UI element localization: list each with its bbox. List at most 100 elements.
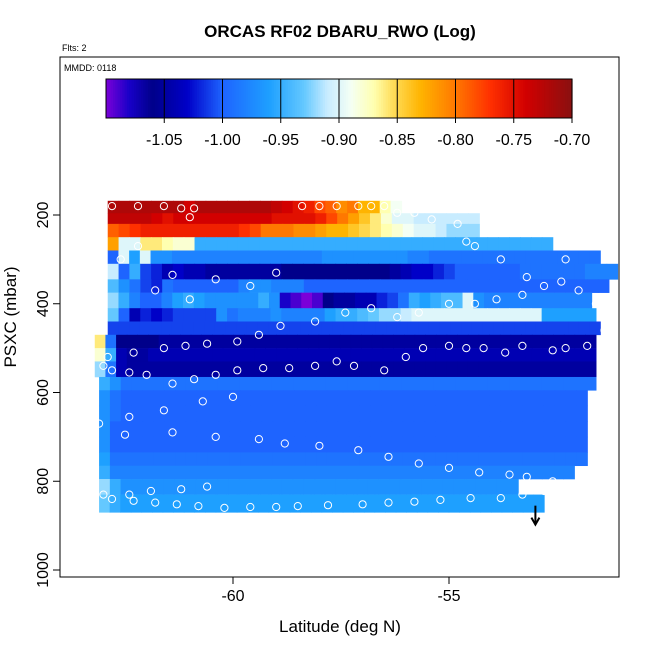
heatmap-cell — [229, 421, 241, 438]
heatmap-cell — [171, 250, 184, 265]
heatmap-cell — [238, 479, 251, 495]
heatmap-cell — [343, 321, 355, 336]
heatmap-cell — [467, 421, 480, 438]
heatmap-cell — [151, 279, 163, 293]
heatmap-cell — [153, 421, 165, 438]
heatmap-cell — [305, 452, 317, 467]
heatmap-cell — [439, 250, 451, 265]
flight-marker — [177, 485, 186, 494]
colorbar-swatch — [164, 79, 168, 118]
colorbar-swatch — [443, 79, 447, 118]
colorbar-tick-label: -0.90 — [321, 132, 358, 149]
colorbar-swatch — [294, 79, 298, 118]
flight-marker — [129, 348, 138, 357]
heatmap-cell — [225, 250, 237, 265]
heatmap-cell — [414, 348, 426, 362]
colorbar-swatch — [236, 79, 240, 118]
heatmap-cell — [416, 494, 429, 513]
heatmap-cell — [107, 308, 120, 322]
heatmap-cell — [314, 279, 327, 293]
heatmap-cell — [402, 223, 415, 238]
heatmap-cell — [342, 494, 354, 513]
colorbar-swatch — [492, 79, 496, 118]
heatmap-cell — [162, 494, 174, 513]
heatmap-cell — [107, 292, 120, 309]
heatmap-cell — [487, 465, 500, 480]
heatmap-cell — [212, 348, 224, 362]
flight-marker — [505, 470, 514, 479]
flight-marker — [129, 496, 138, 505]
colorbar-swatch — [376, 79, 380, 118]
flight-marker — [349, 361, 359, 370]
heatmap-cell — [216, 279, 229, 293]
colorbar-swatch — [534, 79, 538, 118]
heatmap-cell — [576, 405, 588, 422]
heatmap-cell — [574, 348, 586, 362]
heatmap-cell — [466, 376, 478, 391]
y-tick-label: 600 — [35, 379, 52, 406]
heatmap-cell — [175, 390, 187, 407]
heatmap-cell — [478, 405, 491, 422]
heatmap-cell — [509, 263, 521, 280]
heatmap-cell — [137, 348, 149, 362]
colorbar-swatch — [516, 79, 520, 118]
heatmap-cell — [227, 308, 239, 322]
heatmap-cell — [169, 334, 181, 349]
heatmap-cell — [300, 250, 312, 265]
flight-marker — [354, 446, 363, 455]
heatmap-cell — [400, 237, 413, 251]
heatmap-cell — [218, 421, 230, 438]
heatmap-cell — [347, 279, 359, 293]
heatmap-cell — [140, 237, 152, 251]
heatmap-cell — [246, 321, 259, 336]
heatmap-cell — [244, 361, 256, 378]
heatmap-cell — [310, 494, 323, 513]
heatmap-cell — [403, 361, 416, 378]
heatmap-cell — [233, 361, 245, 378]
flight-marker — [561, 255, 570, 264]
colorbar-swatch — [180, 79, 184, 118]
flight-marker — [190, 375, 199, 384]
heatmap-cell — [457, 213, 469, 225]
heatmap-cell — [259, 308, 272, 322]
heatmap-cell — [297, 334, 309, 349]
heatmap-cell — [446, 405, 458, 422]
flight-marker — [254, 435, 263, 444]
y-tick-label: 400 — [35, 290, 52, 317]
colorbar-swatch — [152, 79, 156, 118]
heatmap-cell — [109, 421, 122, 438]
heatmap-cell — [450, 250, 462, 265]
heatmap-cell — [369, 223, 382, 238]
colorbar-swatch — [366, 79, 370, 118]
heatmap-cell — [438, 494, 450, 513]
heatmap-cell — [574, 376, 586, 391]
heatmap-cell — [531, 465, 543, 480]
flight-marker — [496, 255, 505, 264]
heatmap-cell — [99, 405, 111, 422]
heatmap-cell — [478, 421, 491, 438]
heatmap-cell — [313, 263, 326, 280]
heatmap-cell — [308, 348, 320, 362]
flight-marker — [246, 281, 255, 291]
heatmap-cell — [425, 334, 437, 349]
y-axis-label: PSXC (mbar) — [1, 266, 20, 367]
heatmap-cell — [116, 348, 128, 362]
flight-marker — [125, 412, 134, 421]
heatmap-cell — [222, 348, 234, 362]
heatmap-cell — [606, 263, 619, 280]
flight-marker — [444, 299, 454, 308]
heatmap-cell — [343, 250, 355, 265]
heatmap-cell — [379, 237, 391, 251]
colorbar-swatch — [371, 79, 375, 118]
colorbar-swatch — [269, 79, 273, 118]
heatmap-cell — [292, 479, 304, 495]
heatmap-cell — [444, 237, 456, 251]
heatmap-cell — [379, 376, 392, 391]
colorbar-swatch — [262, 79, 266, 118]
heatmap-cell — [367, 479, 380, 495]
heatmap-cell — [391, 405, 404, 422]
heatmap-cell — [585, 361, 597, 378]
heatmap-cell — [118, 223, 131, 238]
heatmap — [94, 200, 619, 513]
heatmap-cell — [552, 465, 565, 480]
